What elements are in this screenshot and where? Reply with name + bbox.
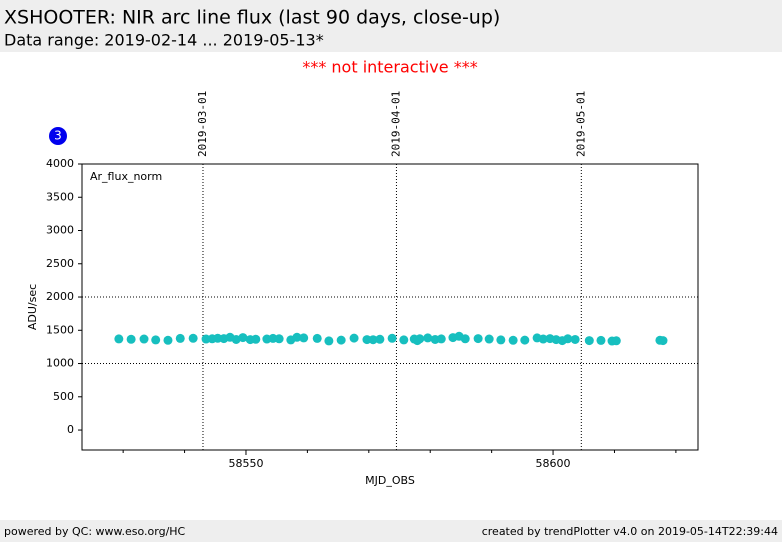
notice: *** not interactive *** [302,58,477,77]
header-band [0,0,782,52]
point [324,336,334,346]
point [496,335,506,345]
point [658,336,668,346]
point [292,332,302,342]
point [387,333,397,343]
y-tick-label: 1000 [46,357,74,370]
point [188,333,198,343]
point [336,335,346,345]
point [114,334,124,344]
date-label: 2019-03-01 [196,91,209,157]
plot: 2019-03-01 2019-04-01 2019-05-01 0 500 1000 15… [26,91,699,487]
series-label: Ar_flux_norm [90,170,162,183]
y-tick-label: 3500 [46,190,74,203]
footer-right: created by trendPlotter v4.0 on 2019-05-… [482,525,778,538]
point [312,333,322,343]
point [368,335,378,345]
point [563,334,573,344]
point [520,335,530,345]
point [399,335,409,345]
point [596,335,606,345]
y-tick-label: 2000 [46,290,74,303]
y-axis-label: ADU/sec [26,284,39,330]
point [508,335,518,345]
point [274,334,284,344]
y-tick-label: 4000 [46,157,74,170]
y-tick-label: 2500 [46,257,74,270]
y-tick-label: 0 [67,423,74,436]
point [139,334,149,344]
point [349,333,359,343]
point [436,334,446,344]
x-axis-label: MJD_OBS [365,474,415,487]
footer-left: powered by QC: www.eso.org/HC [4,525,186,538]
date-label: 2019-05-01 [574,91,587,157]
point [126,334,136,344]
point [460,334,470,344]
title: XSHOOTER: NIR arc line flux (last 90 day… [4,7,500,29]
point [423,333,433,343]
point [584,336,594,346]
y-tick-label: 500 [53,390,74,403]
date-label: 2019-04-01 [389,91,402,157]
x-tick-label: 58550 [228,457,263,470]
point [231,334,241,344]
point [415,334,425,344]
point [611,336,621,346]
point [251,334,261,344]
point [484,334,494,344]
point [473,334,483,344]
badge-circle [49,127,67,145]
point [238,333,248,343]
point [163,335,173,345]
point [570,334,580,344]
point [151,335,161,345]
y-tick-label: 3000 [46,224,74,237]
footer-band [0,520,782,542]
x-tick-label: 58600 [536,457,571,470]
y-tick-label: 1500 [46,323,74,336]
point [375,334,385,344]
subtitle: Data range: 2019-02-14 ... 2019-05-13* [4,31,324,50]
point [538,334,548,344]
point [299,333,309,343]
badge: 3 [54,129,62,143]
plot-frame [81,163,699,451]
point [175,333,185,343]
